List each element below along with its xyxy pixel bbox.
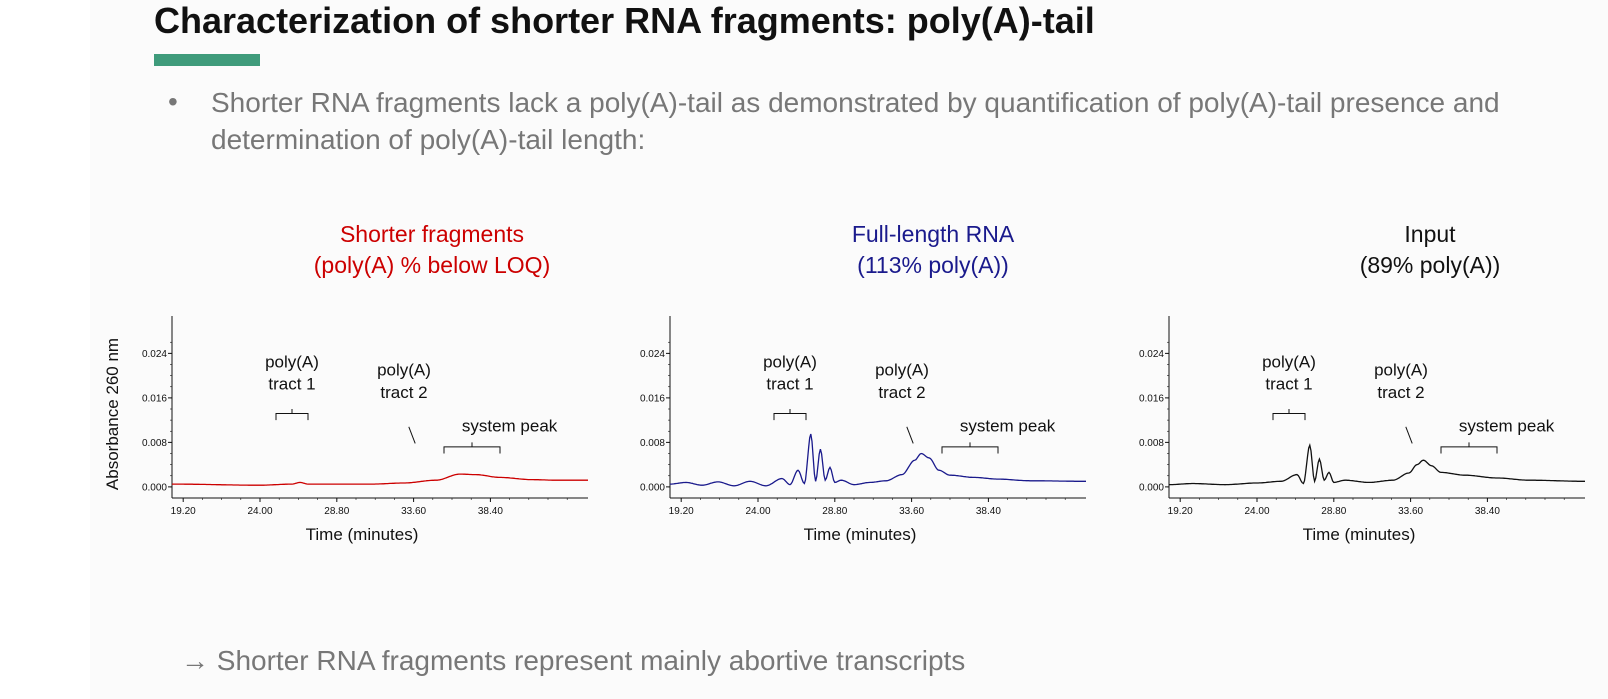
x-tick-label: 19.20 (1168, 506, 1193, 517)
annotation-tract2-line2: tract 2 (380, 383, 427, 402)
bracket-tract1 (773, 409, 807, 421)
bracket-tract1 (275, 409, 309, 421)
y-tick-label: 0.008 (1139, 438, 1164, 449)
annotation-system-peak: system peak (1459, 416, 1555, 435)
panel-title-shorter-fragments: Shorter fragments (poly(A) % below LOQ) (297, 219, 567, 281)
x-tick-label: 28.80 (324, 506, 349, 517)
annotation-tract2-line1: poly(A) (875, 361, 929, 380)
y-tick-label: 0.000 (1139, 482, 1164, 493)
y-tick-label: 0.016 (1139, 393, 1164, 404)
annotation-system-peak: system peak (960, 416, 1056, 435)
x-tick-label: 24.00 (745, 506, 770, 517)
pointer-tract2 (408, 426, 416, 444)
panel-title-line2: (89% poly(A)) (1359, 252, 1501, 278)
chromatogram-full-length: 0.000 0.008 0.016 0.024 19.20 24.00 28.80 33.60… (640, 316, 1086, 544)
y-tick-label: 0.024 (1139, 349, 1164, 360)
x-tick-label: 28.80 (1321, 506, 1346, 517)
panel-title-line1: Shorter fragments (339, 221, 525, 247)
bracket-system-peak (1440, 442, 1498, 454)
x-tick-label: 33.60 (899, 506, 924, 517)
title-accent-bar (154, 54, 260, 66)
y-tick-label: 0.024 (142, 349, 167, 360)
chromatogram-trace (172, 473, 588, 486)
annotation-tract2-line1: poly(A) (1374, 361, 1428, 380)
x-axis-label: Time (minutes) (804, 525, 917, 544)
panel-title-line1: Full-length RNA (851, 221, 1015, 247)
bracket-tract1 (1272, 409, 1306, 421)
y-tick-label: 0.024 (640, 349, 665, 360)
slide-background (90, 0, 1608, 699)
annotation-tract2-line2: tract 2 (878, 383, 925, 402)
panel-title-line2: (113% poly(A)) (857, 252, 1009, 278)
y-tick-label: 0.008 (142, 438, 167, 449)
annotation-tract1-line2: tract 1 (1265, 375, 1312, 394)
annotation-tract1-line1: poly(A) (265, 352, 319, 371)
x-axis-label: Time (minutes) (306, 525, 419, 544)
chromatogram-trace (670, 433, 1086, 487)
x-tick-label: 24.00 (247, 506, 272, 517)
x-tick-label: 28.80 (822, 506, 847, 517)
panel-title-line1: Input (1404, 221, 1456, 247)
pointer-tract2 (1405, 426, 1413, 444)
panel-title-line2: (poly(A) % below LOQ) (313, 252, 551, 278)
annotation-tract1-line2: tract 1 (766, 375, 813, 394)
x-tick-label: 19.20 (669, 506, 694, 517)
bracket-system-peak (941, 442, 999, 454)
y-tick-label: 0.000 (142, 482, 167, 493)
chromatogram-input: 0.000 0.008 0.016 0.024 19.20 24.00 28.80 33.60… (1139, 316, 1585, 544)
x-tick-label: 33.60 (1398, 506, 1423, 517)
bullet-marker: • (168, 86, 178, 117)
x-tick-label: 33.60 (401, 506, 426, 517)
panel-title-full-length: Full-length RNA (113% poly(A)) (798, 219, 1068, 281)
x-axis-label: Time (minutes) (1303, 525, 1416, 544)
annotation-tract1-line1: poly(A) (763, 352, 817, 371)
x-tick-label: 19.20 (171, 506, 196, 517)
conclusion-text: → Shorter RNA fragments represent mainly… (181, 645, 966, 676)
y-tick-label: 0.016 (640, 393, 665, 404)
bracket-system-peak (443, 442, 501, 454)
annotation-tract1-line2: tract 1 (268, 375, 315, 394)
pointer-tract2 (906, 426, 914, 444)
annotation-system-peak: system peak (462, 416, 558, 435)
x-tick-label: 38.40 (1475, 506, 1500, 517)
annotation-tract2-line1: poly(A) (377, 361, 431, 380)
x-tick-label: 24.00 (1244, 506, 1269, 517)
y-tick-label: 0.016 (142, 393, 167, 404)
chromatogram-trace (1168, 442, 1585, 486)
annotation-tract2-line2: tract 2 (1377, 383, 1424, 402)
x-tick-label: 38.40 (976, 506, 1001, 517)
bullet-text: Shorter RNA fragments lack a poly(A)-tai… (211, 87, 1500, 155)
chromatogram-shorter-fragments: 0.000 0.008 0.016 0.024 19.20 24.00 28.80 33.60… (142, 316, 588, 544)
y-tick-label: 0.000 (640, 482, 665, 493)
panel-title-input: Input (89% poly(A)) (1295, 219, 1565, 281)
slide-title: Characterization of shorter RNA fragment… (154, 0, 1095, 41)
annotation-tract1-line1: poly(A) (1262, 352, 1316, 371)
y-tick-label: 0.008 (640, 438, 665, 449)
x-tick-label: 38.40 (478, 506, 503, 517)
